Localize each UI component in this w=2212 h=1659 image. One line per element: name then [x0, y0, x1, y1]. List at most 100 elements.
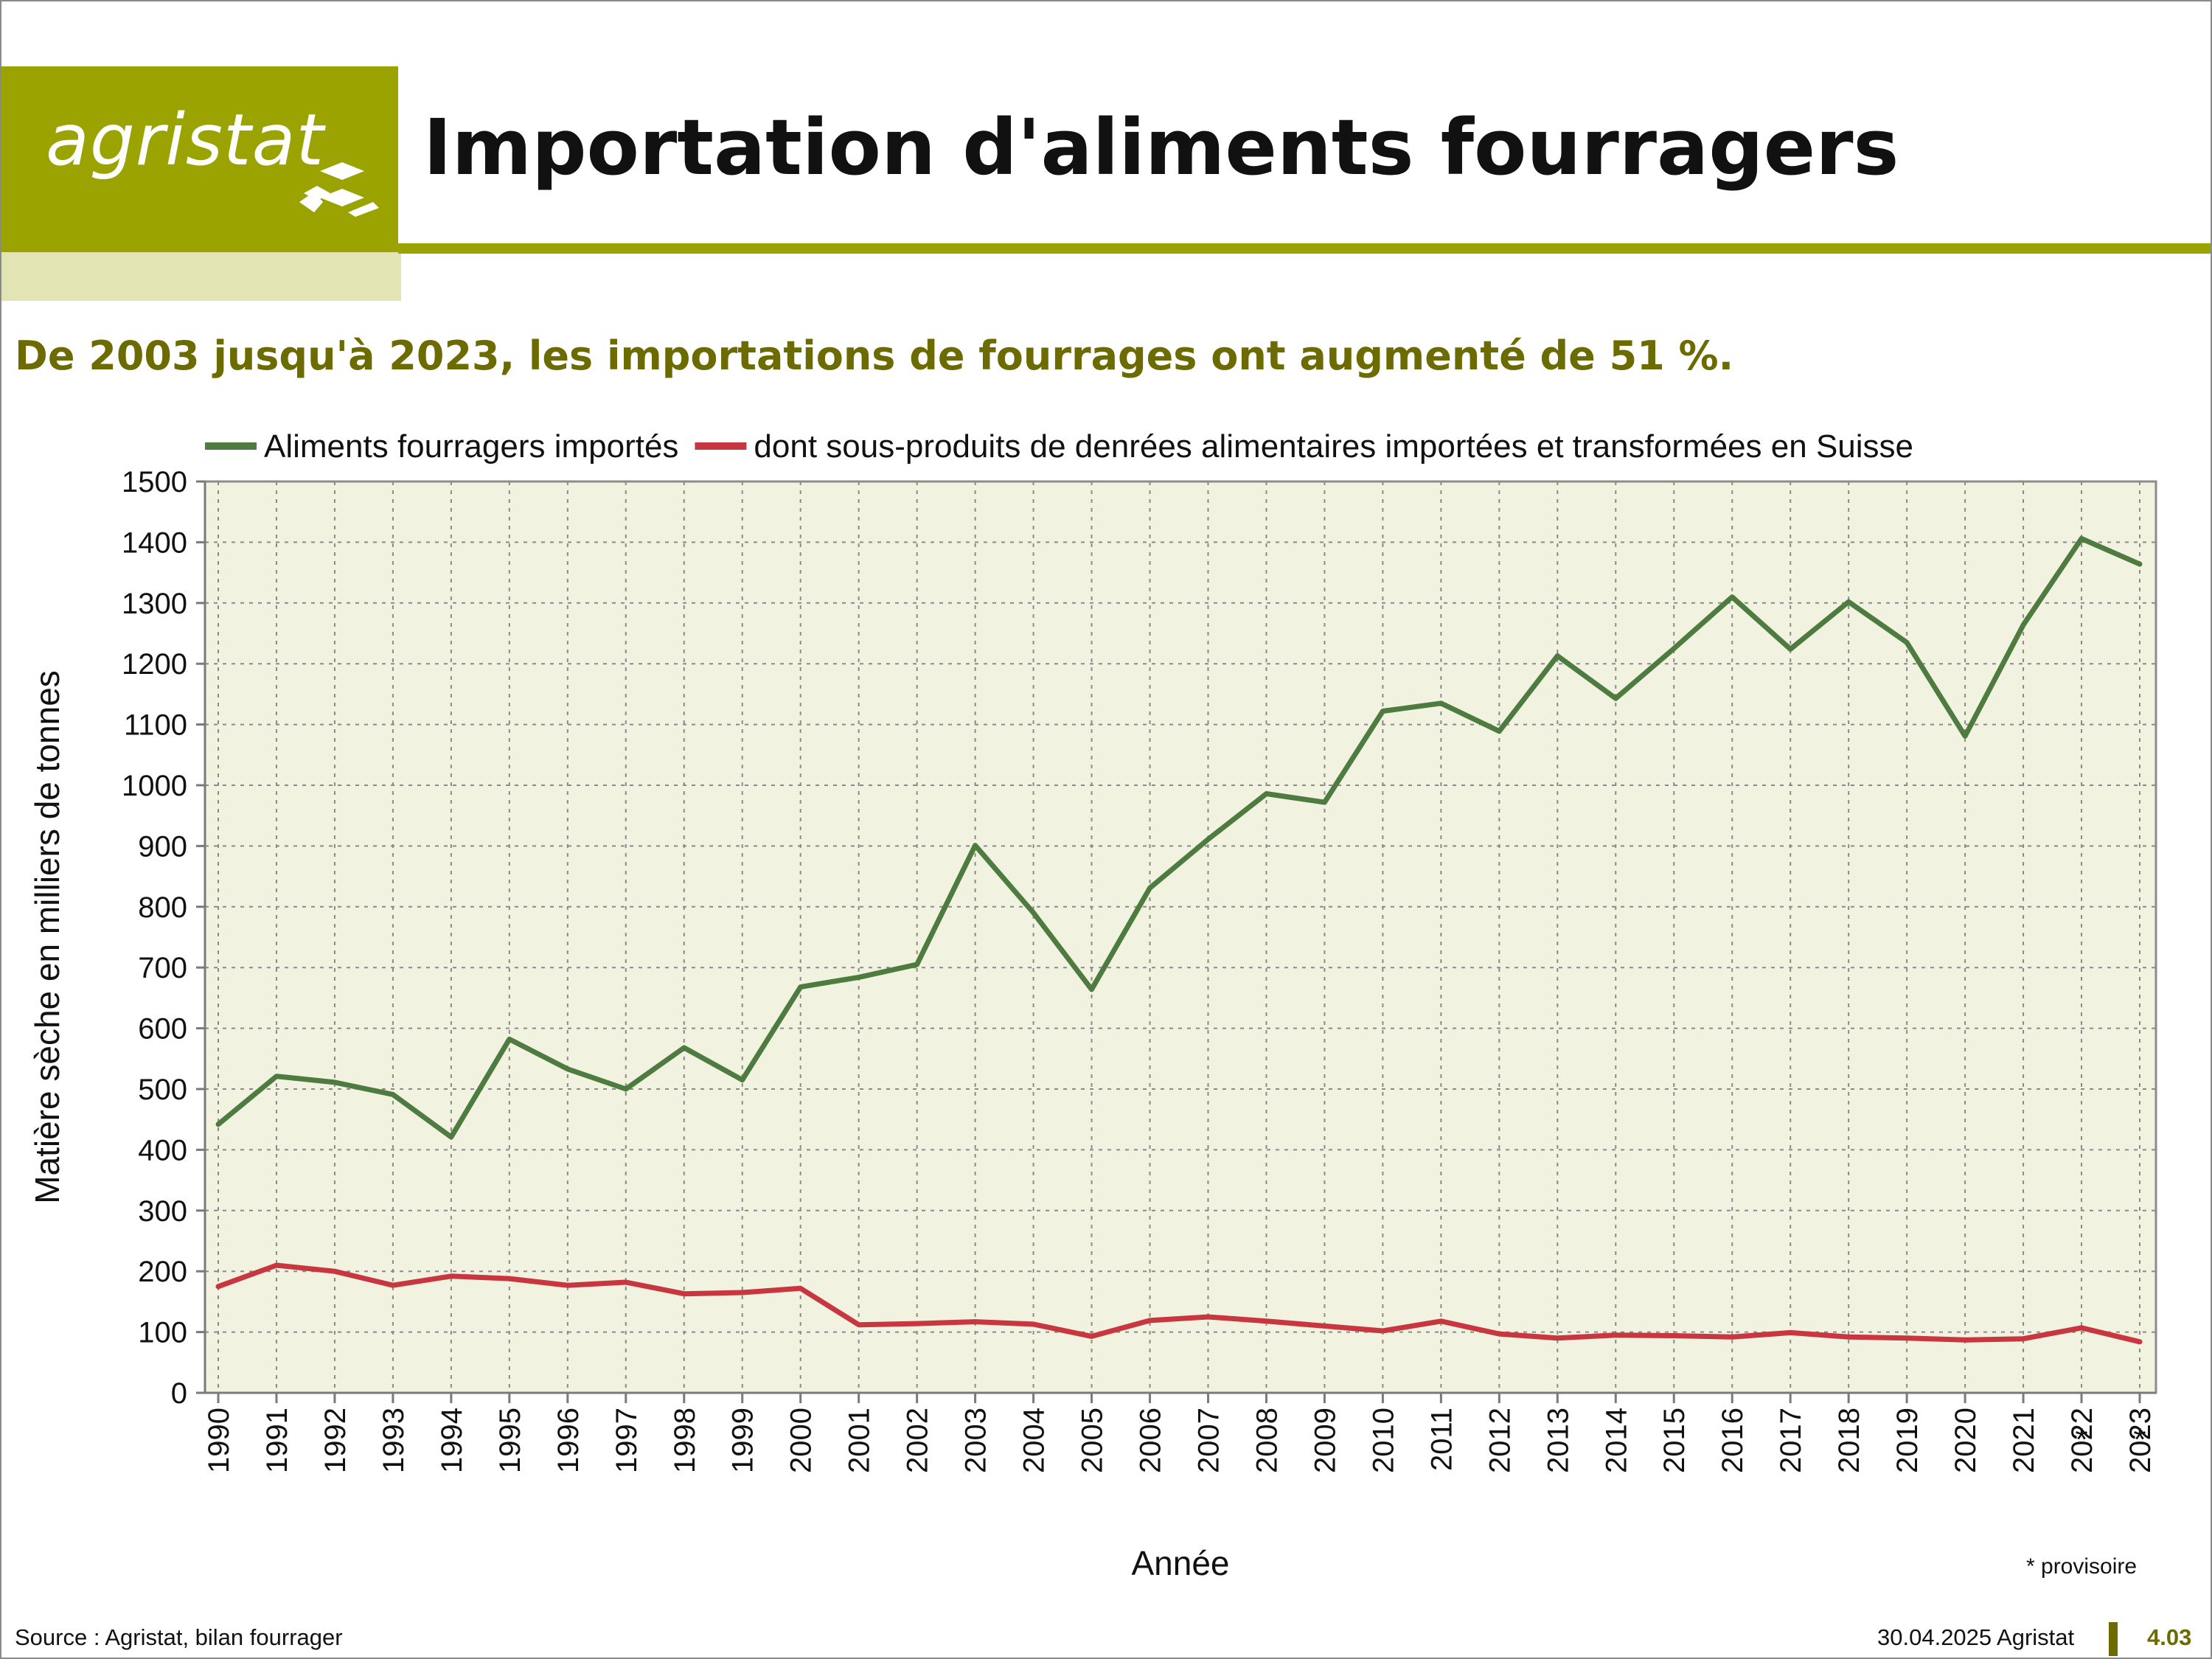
agristat-logo: [1, 66, 398, 252]
x-tick-label: 1998: [669, 1408, 701, 1473]
data-point: [740, 1077, 745, 1082]
x-tick-label: 2013: [1542, 1408, 1574, 1473]
data-point: [1905, 640, 1910, 645]
y-tick-label: 800: [138, 891, 187, 924]
data-point: [1206, 837, 1211, 842]
data-point: [1264, 1318, 1269, 1324]
x-tick-label: 2016: [1717, 1408, 1749, 1473]
y-tick-label: 500: [138, 1074, 187, 1106]
data-point: [1555, 653, 1560, 658]
x-tick-label: 2010: [1367, 1408, 1399, 1473]
data-point: [1672, 1333, 1677, 1338]
x-tick-label: 2011: [1425, 1408, 1458, 1471]
data-point: [274, 1262, 279, 1267]
data-point: [1147, 1318, 1152, 1323]
data-point: [507, 1037, 512, 1042]
data-point: [1439, 1318, 1444, 1324]
page-number: 4.03: [2147, 1624, 2192, 1650]
x-tick-label: 2019: [1891, 1408, 1924, 1473]
data-point: [507, 1276, 512, 1281]
x-tick-label: 2020: [1950, 1408, 1982, 1473]
page-title: Importation d'aliments fourragers: [423, 102, 1899, 192]
logo-accent-band: [1, 252, 401, 301]
y-tick-label: 1200: [122, 648, 187, 681]
source-note: Source : Agristat, bilan fourrager: [15, 1624, 343, 1650]
data-point: [2138, 1339, 2142, 1344]
provisional-note: * provisoire: [2026, 1554, 2138, 1579]
data-point: [1439, 700, 1444, 706]
y-tick-label: 100: [138, 1317, 187, 1349]
data-point: [681, 1291, 686, 1296]
x-tick-label: 2007: [1192, 1408, 1225, 1473]
series-line-2: [215, 1262, 2143, 1345]
y-tick-label: 600: [138, 1013, 187, 1046]
data-point: [1322, 800, 1327, 805]
footer-separator: [2109, 1622, 2118, 1656]
x-tick-label: 2009: [1309, 1408, 1341, 1473]
x-axis: 1990 1991 1992 1993 1994 1995 1996 1997 1998 1999…: [203, 1391, 2157, 1473]
data-point: [1380, 709, 1385, 714]
data-point: [1031, 1321, 1036, 1326]
x-tick-label: 1994: [436, 1408, 468, 1473]
legend-label-1: Aliments fourragers importés: [264, 428, 678, 465]
x-tick-label: 2003: [960, 1408, 992, 1473]
data-point: [1264, 791, 1269, 796]
x-tick-label: 2023: [2124, 1408, 2157, 1473]
x-tick-label: 2008: [1251, 1408, 1283, 1473]
data-point: [565, 1066, 570, 1071]
y-tick-label: 200: [138, 1256, 187, 1288]
data-point: [2021, 622, 2026, 627]
data-point: [1672, 646, 1677, 651]
provisional-marker: *: [2075, 1422, 2087, 1458]
x-tick-label: 1990: [203, 1408, 235, 1473]
gridlines: [205, 481, 2156, 1393]
logo-text: agristat: [46, 99, 325, 181]
data-point: [332, 1079, 337, 1085]
data-point: [681, 1045, 686, 1050]
y-tick-label: 400: [138, 1134, 187, 1166]
x-tick-label: 1996: [552, 1408, 585, 1473]
data-point: [914, 962, 919, 967]
x-tick-label: 2006: [1135, 1408, 1167, 1473]
data-point: [1730, 594, 1735, 599]
y-tick-label: 1400: [122, 526, 187, 559]
data-point: [1322, 1324, 1327, 1329]
x-tick-label: 1993: [378, 1408, 410, 1473]
plot-area: [204, 480, 2157, 1394]
chart-legend: Aliments fourragers importés dont sous-pr…: [205, 428, 1913, 465]
x-tick-label: 2000: [785, 1408, 818, 1473]
x-tick-label: 1997: [611, 1408, 643, 1473]
data-point: [2021, 1336, 2026, 1341]
footer-date: 30.04.2025 Agristat: [1877, 1624, 2075, 1650]
y-tick-label: 0: [171, 1377, 187, 1410]
data-point: [798, 1286, 803, 1291]
data-point: [973, 1319, 978, 1324]
data-point: [2138, 562, 2142, 567]
y-axis-label: Matière sèche en milliers de tonnes: [28, 670, 66, 1204]
x-tick-label: 2004: [1018, 1408, 1051, 1473]
data-point: [1031, 911, 1036, 916]
x-tick-label: 2021: [2008, 1408, 2040, 1473]
x-tick-label: 2005: [1077, 1408, 1109, 1473]
x-axis-label: Année: [1131, 1544, 1229, 1582]
y-tick-label: 1300: [122, 588, 187, 620]
y-tick-label: 1500: [122, 466, 187, 498]
data-point: [1905, 1335, 1910, 1340]
x-tick-label: 2001: [844, 1408, 876, 1473]
data-point: [216, 1284, 220, 1289]
y-tick-label: 300: [138, 1195, 187, 1228]
data-point: [274, 1074, 279, 1079]
chart-subtitle: De 2003 jusqu'à 2023, les importations d…: [15, 333, 1734, 379]
x-tick-label: 2017: [1775, 1408, 1807, 1473]
data-point: [1846, 599, 1851, 605]
provisional-marker: *: [2133, 1422, 2146, 1458]
y-tick-label: 700: [138, 952, 187, 984]
y-tick-label: 1100: [124, 709, 187, 742]
data-point: [332, 1269, 337, 1274]
header-rule: [398, 243, 2211, 254]
data-point: [1788, 1330, 1793, 1335]
x-tick-label: 2018: [1833, 1408, 1865, 1473]
data-point: [1555, 1335, 1560, 1340]
